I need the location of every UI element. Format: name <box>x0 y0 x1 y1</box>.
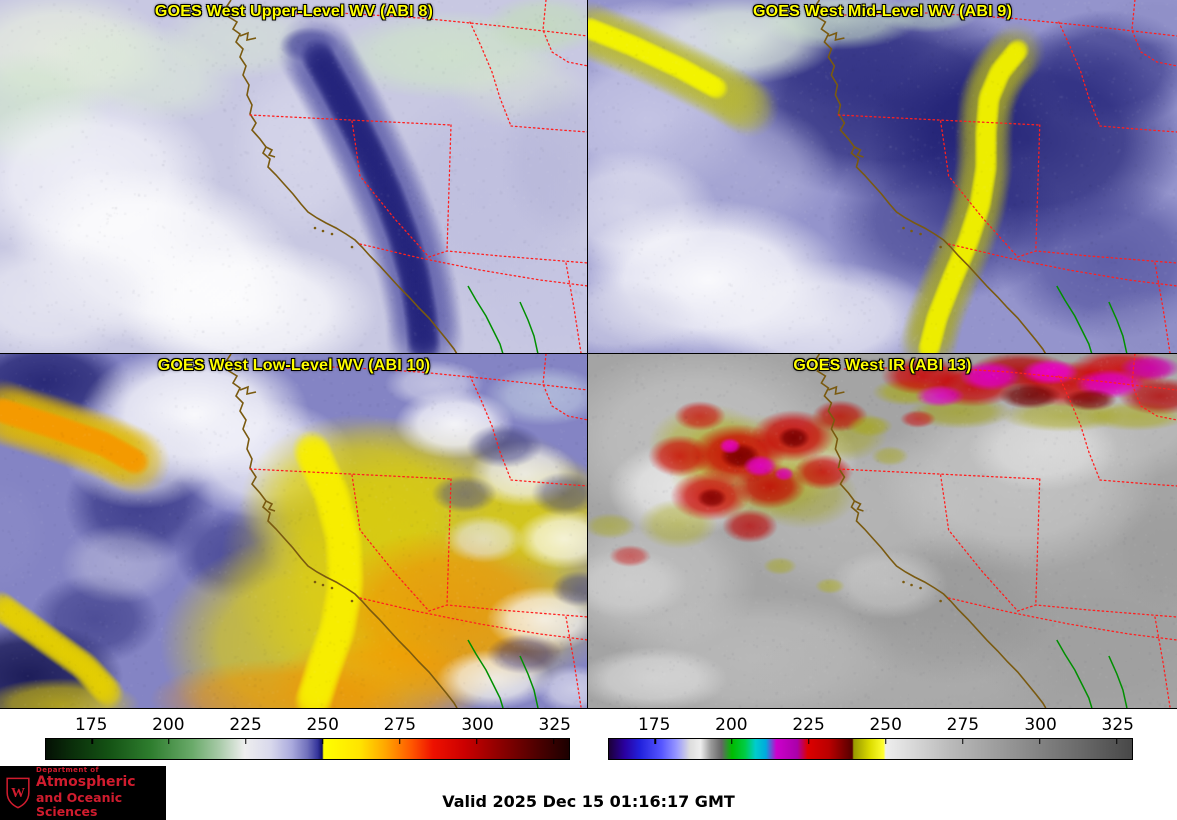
colorbar-tick-mark <box>398 739 401 744</box>
map-overlay <box>814 0 1177 354</box>
colorbar-tick-label: 225 <box>792 715 825 735</box>
colorbar-tick-label: 325 <box>538 715 571 735</box>
satellite-image-abi13 <box>588 354 1177 708</box>
colorbar-tick-mark <box>808 739 810 744</box>
logo-name-line1: Atmospheric <box>36 774 136 791</box>
colorbar-tick-label: 300 <box>461 715 494 735</box>
satellite-image-abi9 <box>588 0 1177 354</box>
panel-title-abi9: GOES West Mid-Level WV (ABI 9) <box>752 3 1013 20</box>
colorbar-tick-mark <box>245 739 247 744</box>
satellite-panel-ir: GOES West IR (ABI 13) <box>587 353 1177 709</box>
ir-colorbar-gradient <box>608 738 1133 760</box>
colorbar-tick-label: 200 <box>715 715 748 735</box>
logo-dept-line: Department of <box>36 766 99 775</box>
wv-colorbar: 175 200 225 250 275 300 325 <box>45 714 571 766</box>
colorbar-tick-mark <box>884 739 887 744</box>
wv-colorbar-ticks: 175 200 225 250 275 300 325 <box>45 714 571 738</box>
colorbar-tick-label: 175 <box>74 715 108 735</box>
wv-colorbar-gradient <box>45 738 570 760</box>
aos-logo-text: Department of Atmospheric and Oceanic Sc… <box>36 766 161 819</box>
colorbar-tick-mark <box>91 739 93 744</box>
svg-text:W: W <box>11 785 25 801</box>
logo-name-line2: and Oceanic Sciences <box>36 789 123 819</box>
ir-colorbar: 175 200 225 250 275 300 325 <box>608 714 1134 766</box>
colorbar-tick-label: 175 <box>637 715 671 735</box>
map-overlay <box>226 354 588 708</box>
colorbar-tick-mark <box>1039 739 1041 744</box>
panel-grid: GOES West Upper-Level WV (ABI 8) GOES We… <box>0 0 1177 709</box>
panel-title-abi13: GOES West IR (ABI 13) <box>793 357 972 374</box>
colorbar-tick-label: 250 <box>869 715 902 735</box>
uw-crest-icon: W <box>6 777 30 809</box>
valid-timestamp: Valid 2025 Dec 15 01:16:17 GMT <box>442 792 735 811</box>
colorbar-tick-label: 325 <box>1101 715 1134 735</box>
satellite-image-abi10 <box>0 354 588 708</box>
colorbar-tick-mark <box>654 739 656 744</box>
colorbar-tick-label: 225 <box>229 715 262 735</box>
satellite-panel-low-wv: GOES West Low-Level WV (ABI 10) <box>0 353 589 709</box>
colorbar-tick-mark <box>168 739 170 744</box>
map-overlay <box>226 0 588 354</box>
satellite-panel-mid-wv: GOES West Mid-Level WV (ABI 9) <box>587 0 1177 355</box>
satellite-panel-upper-wv: GOES West Upper-Level WV (ABI 8) <box>0 0 589 355</box>
colorbar-tick-mark <box>961 739 964 744</box>
ir-colorbar-ticks: 175 200 225 250 275 300 325 <box>608 714 1134 738</box>
colorbar-tick-mark <box>553 739 555 744</box>
colorbar-tick-label: 250 <box>306 715 339 735</box>
panel-title-abi8: GOES West Upper-Level WV (ABI 8) <box>154 3 434 20</box>
map-overlay <box>814 354 1177 708</box>
colorbar-tick-label: 275 <box>383 715 417 735</box>
panel-title-abi10: GOES West Low-Level WV (ABI 10) <box>157 357 431 374</box>
colorbar-tick-mark <box>731 739 733 744</box>
colorbar-tick-label: 300 <box>1024 715 1057 735</box>
satellite-image-abi8 <box>0 0 588 354</box>
aos-logo: W Department of Atmospheric and Oceanic … <box>0 766 166 820</box>
colorbar-tick-mark <box>321 739 324 744</box>
colorbar-tick-label: 275 <box>946 715 980 735</box>
colorbar-tick-label: 200 <box>152 715 185 735</box>
colorbar-tick-mark <box>1116 739 1118 744</box>
colorbar-tick-mark <box>476 739 478 744</box>
